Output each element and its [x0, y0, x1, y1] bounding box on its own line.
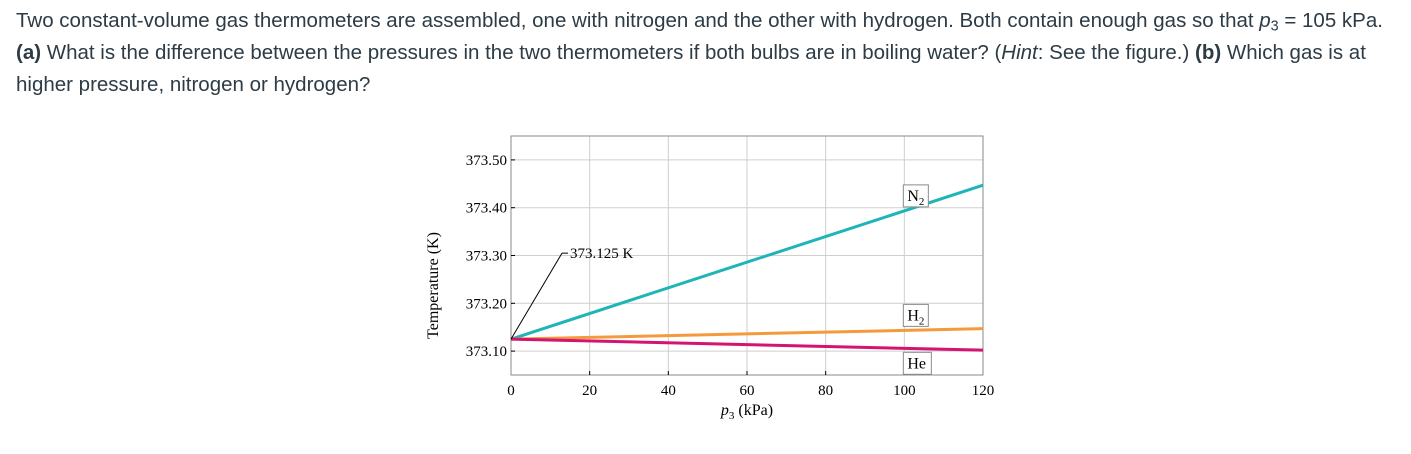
part-a-text: What is the difference between the press… [41, 41, 1002, 64]
hint-text: : See the figure.) [1037, 41, 1196, 64]
annotation-leader-line [510, 252, 563, 340]
series-label-main: N [907, 188, 919, 205]
y-ticks: 373.10 373.20 373.30 373.40 373.50 [466, 153, 515, 360]
pressure-value: = 105 kPa. [1278, 9, 1383, 32]
pressure-subscript: 3 [1270, 18, 1279, 35]
x-tick-label: 0 [507, 383, 515, 399]
series-label-box [902, 351, 932, 375]
x-tick-label: 120 [972, 383, 995, 399]
x-tick-label: 80 [818, 383, 833, 399]
question-text: Two constant-volume gas thermometers are… [16, 5, 1401, 101]
x-tick-label: 60 [740, 383, 755, 399]
question-intro: Two constant-volume gas thermometers are… [16, 9, 1260, 32]
y-axis-label: Temperature (K) [425, 232, 442, 339]
x-axis-symbol: p [720, 402, 729, 419]
series-label-box [902, 184, 929, 208]
series-lines [510, 183, 984, 352]
series-label-box [902, 303, 929, 327]
hint-label: Hint [1001, 41, 1038, 64]
series-line-he [510, 337, 984, 352]
series-line-n [510, 183, 984, 341]
series-label-text: H2 [907, 307, 924, 327]
y-tick-label: 373.50 [466, 153, 507, 169]
x-tick-label: 100 [893, 383, 916, 399]
series-line-h [510, 327, 984, 341]
y-tick-label: 373.20 [466, 296, 507, 312]
series-label-main: He [907, 355, 926, 372]
series-label-text: He [907, 355, 926, 372]
y-tick-label: 373.10 [466, 344, 507, 360]
series-label-main: H [907, 307, 919, 324]
part-b-label: (b) [1195, 41, 1222, 64]
series-label-subscript: 2 [919, 315, 925, 327]
series-label-text: N2 [907, 188, 924, 208]
x-ticks: 0 20 40 60 80 100 120 [507, 371, 994, 399]
part-b-text: Which gas is at higher pressure, nitroge… [16, 41, 1366, 96]
series-label-h: H2 [902, 303, 929, 327]
x-axis-unit: (kPa) [738, 402, 773, 419]
x-tick-label: 40 [661, 383, 676, 399]
series-label-subscript: 2 [919, 196, 925, 208]
annotation-label: 373.125 K [570, 246, 634, 262]
y-tick-label: 373.30 [466, 249, 507, 265]
series-label-n: N2 [902, 184, 929, 208]
pressure-symbol: p [1259, 9, 1271, 32]
part-a-label: (a) [16, 41, 42, 64]
x-axis-label: p3 (kPa) [720, 402, 773, 422]
series-label-he: He [902, 351, 932, 375]
x-tick-label: 20 [582, 383, 597, 399]
x-axis-subscript: 3 [729, 410, 735, 422]
y-tick-label: 373.40 [466, 201, 507, 217]
